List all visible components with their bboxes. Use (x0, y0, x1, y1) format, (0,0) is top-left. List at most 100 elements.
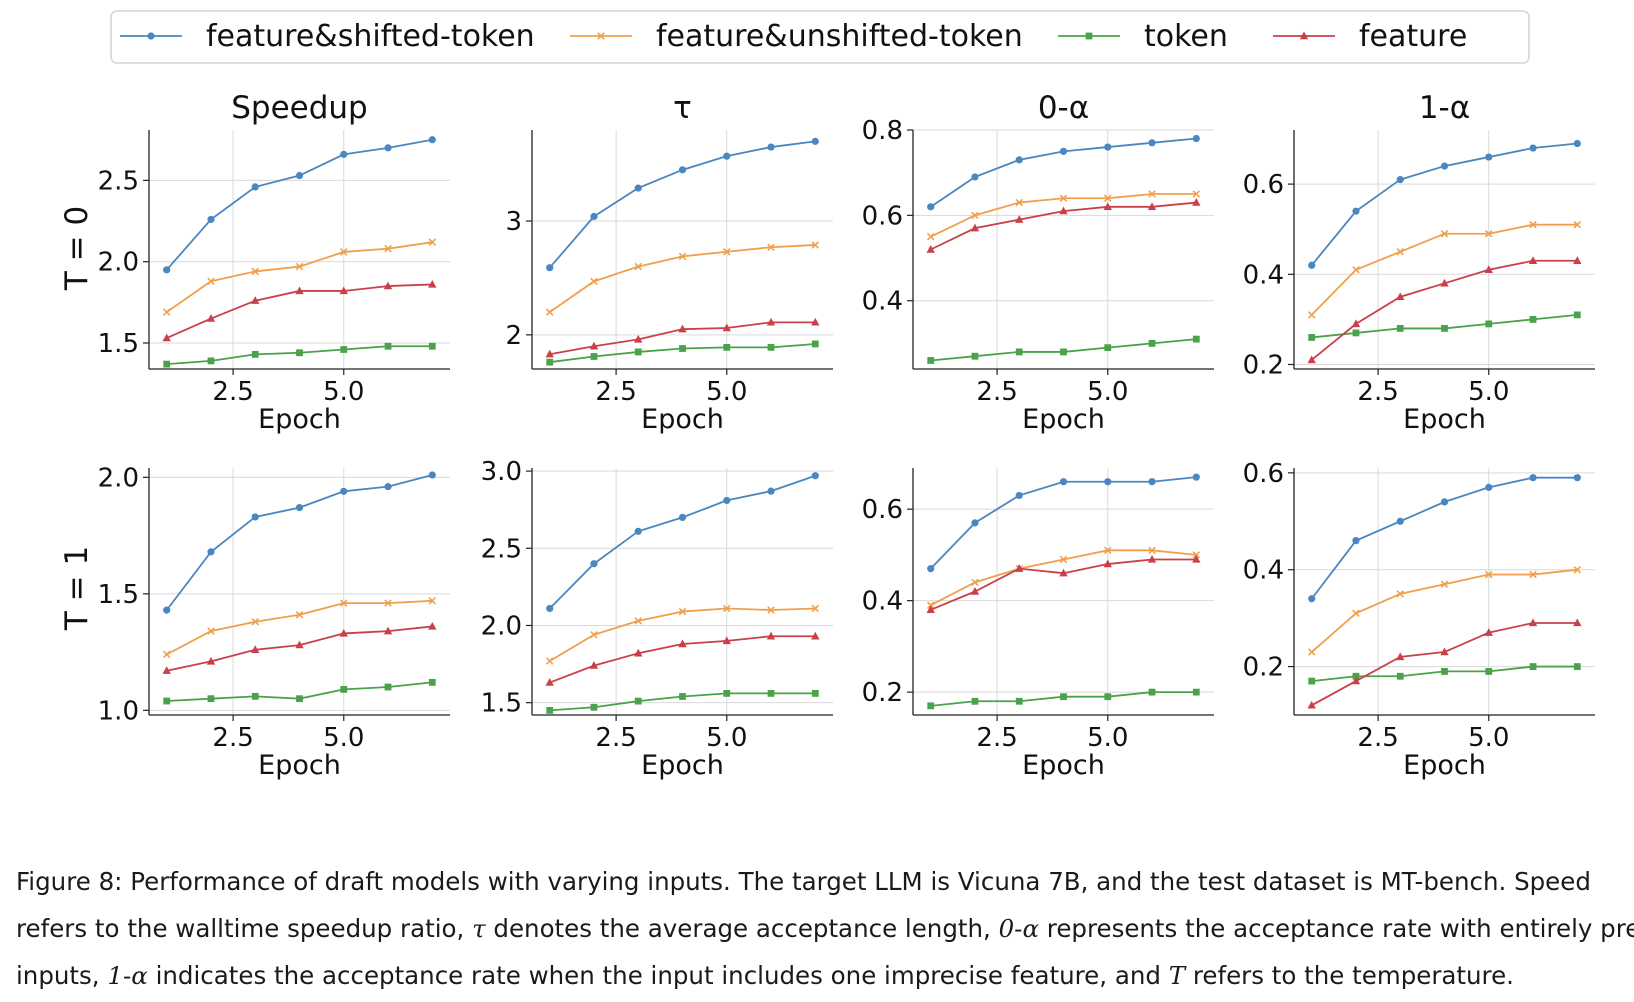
data-point (1059, 194, 1068, 203)
data-point (1148, 139, 1156, 147)
data-point (162, 650, 171, 659)
data-point (678, 607, 687, 616)
y-tick-label: 0.2 (862, 678, 903, 708)
data-point (1573, 565, 1582, 574)
data-point (1059, 147, 1068, 155)
data-point (207, 548, 215, 556)
data-point (927, 702, 935, 710)
data-point (428, 471, 436, 479)
series-line (165, 474, 433, 611)
data-point (811, 317, 820, 326)
data-point (251, 267, 260, 276)
data-point (545, 678, 554, 686)
series-feature (926, 198, 1201, 253)
data-point (1573, 474, 1581, 482)
series-feature-shifted-token (163, 136, 436, 274)
data-point (1148, 546, 1156, 555)
data-point (206, 314, 216, 322)
data-point (1015, 491, 1023, 500)
series-line (1311, 259, 1578, 361)
x-tick-label: 5.0 (323, 723, 364, 753)
data-point (1396, 247, 1405, 256)
data-point (251, 692, 259, 700)
y-tick-label: 3.0 (481, 457, 522, 487)
data-point (1573, 139, 1581, 148)
data-point (340, 487, 348, 495)
x-tick-label: 5.0 (1468, 377, 1509, 407)
series-feature (926, 554, 1201, 613)
data-point (1192, 134, 1200, 143)
data-point (971, 352, 979, 360)
x-tick-label: 2.5 (976, 377, 1017, 407)
data-point (1573, 311, 1581, 319)
data-point (546, 264, 554, 272)
figure-caption: Figure 8: Performance of draft models wi… (16, 858, 1634, 999)
data-point (1308, 677, 1316, 685)
y-tick-label: 0.6 (862, 495, 903, 525)
series-feature (1307, 618, 1582, 709)
row-label: T = 0 (59, 206, 95, 291)
series-feature-shifted-token (927, 473, 1200, 573)
series-line (166, 241, 433, 313)
data-point (340, 346, 348, 353)
data-point (723, 343, 731, 351)
data-point (1396, 176, 1404, 184)
data-point (971, 697, 979, 705)
data-point (162, 333, 171, 342)
series-feature (545, 631, 820, 686)
data-point (384, 599, 392, 607)
data-point (634, 184, 642, 192)
x-tick-label: 2.5 (1357, 377, 1398, 407)
x-tick-label: 5.0 (1087, 377, 1128, 407)
x-tick-label: 2.5 (1357, 723, 1398, 753)
data-point (971, 578, 979, 587)
caption-text: inputs, (16, 961, 108, 990)
subplot-title: 1-α (1419, 90, 1470, 126)
data-point (384, 483, 392, 491)
data-point (1307, 311, 1316, 319)
legend-label: feature&shifted-token (206, 19, 535, 54)
data-point (1485, 320, 1493, 328)
data-point (970, 587, 980, 595)
caption-text: refers to the walltime speedup ratio, (16, 914, 473, 943)
data-point (1307, 648, 1316, 656)
data-point (428, 279, 437, 288)
legend-label: feature&unshifted-token (656, 19, 1023, 54)
data-point (1352, 207, 1360, 215)
data-point (926, 605, 935, 613)
data-point (207, 215, 215, 224)
data-point (545, 308, 554, 316)
data-point (722, 323, 731, 332)
data-point (1396, 652, 1405, 661)
tau-symbol: τ (472, 914, 486, 943)
data-point (1573, 220, 1582, 229)
data-point (1528, 256, 1538, 264)
x-axis-label: Epoch (1403, 750, 1486, 781)
data-point (1103, 546, 1112, 555)
data-point (722, 248, 731, 256)
data-point (1148, 190, 1156, 198)
series-feature-unshifted-token (1307, 565, 1582, 656)
data-point (1529, 663, 1537, 670)
data-point (1148, 478, 1156, 486)
data-point (251, 513, 259, 521)
series-token (163, 342, 436, 368)
data-point (927, 203, 935, 211)
data-point (1352, 329, 1360, 337)
y-tick-label: 2.5 (481, 534, 522, 564)
data-point (207, 627, 215, 635)
data-point (1015, 156, 1023, 164)
series-feature (545, 317, 820, 358)
data-point (163, 266, 171, 274)
y-tick-label: 1.0 (98, 696, 139, 726)
data-point (1059, 555, 1068, 564)
legend-frame (110, 10, 1530, 64)
data-point (1015, 348, 1023, 356)
data-point (1396, 325, 1404, 332)
data-point (590, 560, 598, 568)
data-point (207, 357, 215, 365)
data-point (162, 308, 171, 316)
y-tick-label: 2.0 (98, 463, 139, 493)
data-point (634, 617, 643, 625)
data-point (428, 238, 437, 246)
